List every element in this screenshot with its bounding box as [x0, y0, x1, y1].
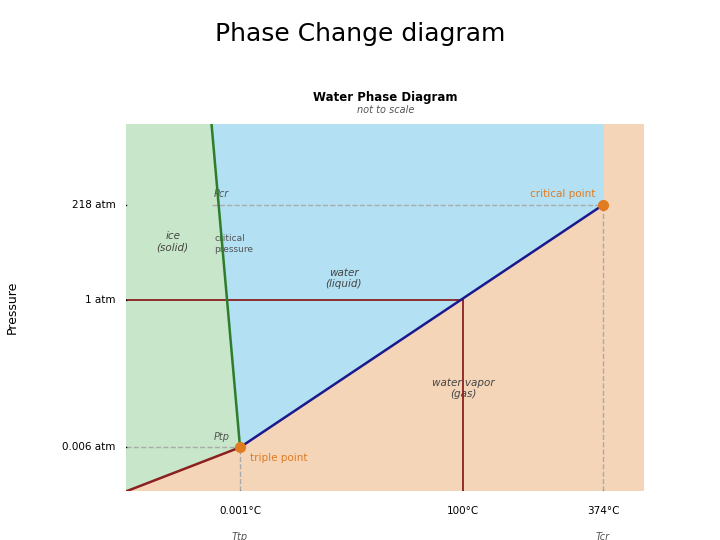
Text: Tcr: Tcr [596, 532, 610, 540]
Text: Ttp: Ttp [232, 532, 248, 540]
Polygon shape [212, 124, 603, 447]
Text: 374°C: 374°C [587, 506, 619, 516]
Text: triple point: triple point [251, 453, 308, 463]
Text: 218 atm: 218 atm [72, 200, 116, 210]
Text: 0.006 atm: 0.006 atm [62, 442, 116, 453]
Text: critical
pressure: critical pressure [214, 234, 253, 254]
Polygon shape [126, 124, 240, 491]
Text: ice
(solid): ice (solid) [156, 231, 189, 253]
Text: 1 atm: 1 atm [85, 295, 116, 306]
Text: Ptp: Ptp [214, 432, 230, 442]
Text: critical point: critical point [530, 190, 595, 199]
Polygon shape [603, 124, 644, 491]
Polygon shape [126, 205, 644, 491]
Text: water vapor
(gas): water vapor (gas) [432, 378, 494, 400]
Text: Water Phase Diagram: Water Phase Diagram [313, 91, 457, 104]
Text: Pcr: Pcr [214, 190, 230, 199]
Text: 100°C: 100°C [447, 506, 479, 516]
Text: Phase Change diagram: Phase Change diagram [215, 22, 505, 45]
Text: 0.001°C: 0.001°C [219, 506, 261, 516]
Text: not to scale: not to scale [356, 105, 414, 115]
Text: Pressure: Pressure [6, 281, 19, 334]
Text: water
(liquid): water (liquid) [325, 268, 362, 289]
